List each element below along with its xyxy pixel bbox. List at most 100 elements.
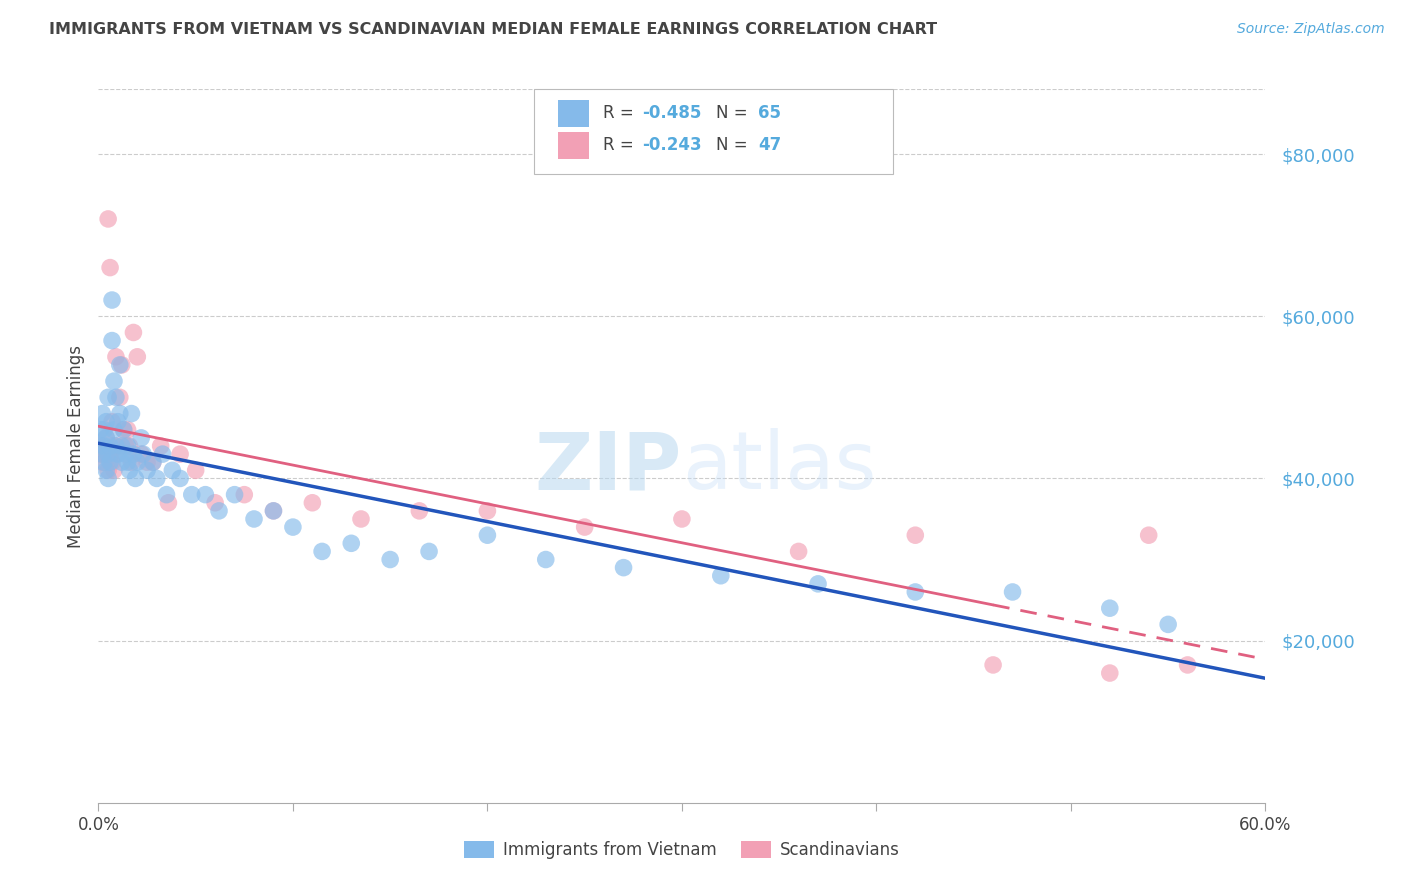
Point <box>149 439 172 453</box>
Point <box>1177 657 1199 672</box>
Point <box>111 358 134 372</box>
Point <box>408 504 430 518</box>
Point <box>380 552 402 566</box>
Point <box>97 463 120 477</box>
Point <box>311 544 333 558</box>
Text: N =: N = <box>716 136 752 154</box>
Point <box>91 439 114 453</box>
Point <box>96 431 118 445</box>
Point <box>112 423 135 437</box>
Point <box>340 536 363 550</box>
Point <box>93 455 115 469</box>
Point <box>904 585 927 599</box>
Point <box>129 431 152 445</box>
Point <box>103 439 125 453</box>
Text: Source: ZipAtlas.com: Source: ZipAtlas.com <box>1237 22 1385 37</box>
Point <box>101 293 124 307</box>
Point <box>111 439 134 453</box>
Point <box>262 504 284 518</box>
Point <box>155 488 177 502</box>
Text: ZIP: ZIP <box>534 428 682 507</box>
Point <box>142 455 165 469</box>
Point <box>169 447 191 461</box>
Point <box>180 488 202 502</box>
Text: 47: 47 <box>758 136 782 154</box>
Point <box>418 544 440 558</box>
Point <box>132 447 155 461</box>
Point <box>108 358 131 372</box>
Point <box>121 455 143 469</box>
Point <box>98 447 121 461</box>
Point <box>136 463 159 477</box>
Point <box>101 415 124 429</box>
Point <box>97 471 120 485</box>
Point <box>1157 617 1180 632</box>
Point <box>103 423 125 437</box>
Point <box>124 471 146 485</box>
Point <box>142 455 165 469</box>
Point <box>127 455 149 469</box>
Point <box>98 439 121 453</box>
Point <box>93 423 115 437</box>
Point <box>98 260 121 275</box>
Point <box>152 447 174 461</box>
Point <box>104 390 127 404</box>
Point <box>112 423 135 437</box>
Point <box>117 455 139 469</box>
Point <box>1098 666 1121 681</box>
Point <box>89 447 111 461</box>
Point <box>122 326 145 340</box>
Text: -0.243: -0.243 <box>643 136 702 154</box>
Point <box>96 415 118 429</box>
Point <box>91 455 114 469</box>
Point <box>477 528 499 542</box>
Point <box>262 504 284 518</box>
Point <box>574 520 596 534</box>
Point <box>146 471 169 485</box>
Point <box>710 568 733 582</box>
Point <box>114 447 136 461</box>
Point <box>108 407 131 421</box>
Point <box>89 439 111 453</box>
Point <box>101 334 124 348</box>
Point <box>194 488 217 502</box>
Text: N =: N = <box>716 104 752 122</box>
Point <box>243 512 266 526</box>
Point <box>534 552 557 566</box>
Text: atlas: atlas <box>682 428 876 507</box>
Point <box>204 496 226 510</box>
Legend: Immigrants from Vietnam, Scandinavians: Immigrants from Vietnam, Scandinavians <box>457 834 907 866</box>
Point <box>233 488 256 502</box>
Point <box>101 455 124 469</box>
Point <box>111 455 134 469</box>
Point <box>118 439 141 453</box>
Point <box>671 512 693 526</box>
Point <box>477 504 499 518</box>
Point <box>97 447 120 461</box>
Point <box>91 407 114 421</box>
Point <box>122 447 145 461</box>
Point <box>208 504 231 518</box>
Point <box>98 455 121 469</box>
Point <box>301 496 323 510</box>
Point <box>981 657 1004 672</box>
Text: IMMIGRANTS FROM VIETNAM VS SCANDINAVIAN MEDIAN FEMALE EARNINGS CORRELATION CHART: IMMIGRANTS FROM VIETNAM VS SCANDINAVIAN … <box>49 22 938 37</box>
Point <box>904 528 927 542</box>
Y-axis label: Median Female Earnings: Median Female Earnings <box>66 344 84 548</box>
Point <box>121 407 143 421</box>
Point <box>108 390 131 404</box>
Point <box>1137 528 1160 542</box>
Point <box>1001 585 1024 599</box>
Point <box>118 463 141 477</box>
Point <box>93 439 115 453</box>
Point <box>103 374 125 388</box>
Point <box>787 544 810 558</box>
Point <box>107 415 129 429</box>
Point <box>281 520 304 534</box>
Point <box>169 471 191 485</box>
Point <box>96 431 118 445</box>
Point <box>107 439 129 453</box>
Point <box>97 390 120 404</box>
Text: R =: R = <box>603 136 640 154</box>
Point <box>104 439 127 453</box>
